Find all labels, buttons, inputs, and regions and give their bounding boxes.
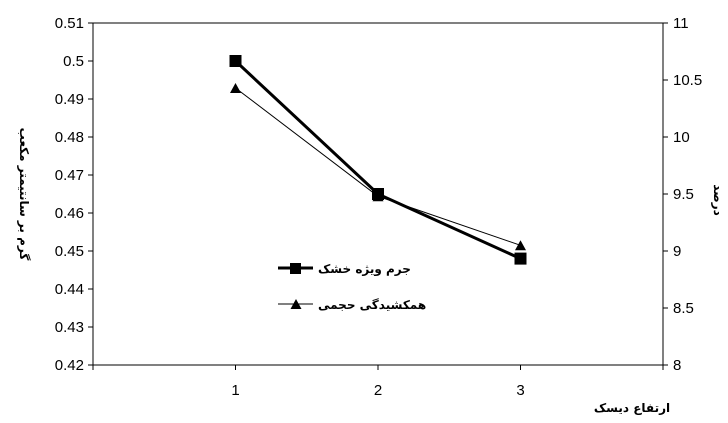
series-layer (229, 55, 527, 265)
right-y-axis: 8 8.5 9 9.5 10 10.5 11 (663, 15, 702, 374)
left-tick-label: 0.45 (55, 243, 84, 260)
legend-triangle-marker (290, 299, 302, 309)
x-tick-label: 1 (231, 382, 239, 399)
right-tick-label: 11 (673, 15, 689, 32)
left-tick-label: 0.5 (63, 53, 84, 70)
legend-label-dry-density: جرم ویژه خشک (318, 262, 411, 277)
left-tick-label: 0.46 (55, 205, 84, 222)
legend: جرم ویژه خشک همکشیدگی حجمی (278, 262, 426, 312)
data-point-triangle (230, 82, 241, 93)
x-axis-title: ارتفاع دیسک (594, 401, 670, 415)
right-tick-label: 8.5 (673, 300, 694, 317)
left-tick-label: 0.48 (55, 129, 84, 146)
data-point-triangle (372, 191, 384, 202)
right-tick-label: 9 (673, 243, 681, 260)
right-tick-label: 10 (673, 129, 690, 146)
x-tick-label: 3 (516, 382, 524, 399)
y-axis-left-title: گرم بر سانتیمتر مکعب (16, 128, 31, 261)
left-tick-label: 0.51 (55, 15, 84, 32)
legend-label-shrinkage: همکشیدگی حجمی (318, 298, 426, 312)
left-tick-label: 0.49 (55, 91, 84, 108)
left-tick-label: 0.42 (55, 357, 84, 374)
left-tick-label: 0.44 (55, 281, 84, 298)
y-axis-right-title: درصد (711, 184, 725, 216)
data-point-square (229, 55, 242, 67)
left-tick-label: 0.43 (55, 319, 84, 336)
right-tick-label: 9.5 (673, 186, 694, 203)
left-y-axis: 0.42 0.43 0.44 0.45 0.46 0.47 0.48 0.49 0.5 0.51 (55, 15, 93, 374)
x-tick-label: 2 (374, 382, 382, 399)
data-point-triangle (515, 240, 526, 251)
right-tick-label: 10.5 (673, 72, 702, 89)
data-point-square (514, 252, 527, 265)
x-axis: 1 2 3 (92, 365, 664, 399)
right-tick-label: 8 (673, 357, 681, 374)
legend-square-marker (290, 263, 301, 274)
left-tick-label: 0.47 (55, 167, 84, 184)
